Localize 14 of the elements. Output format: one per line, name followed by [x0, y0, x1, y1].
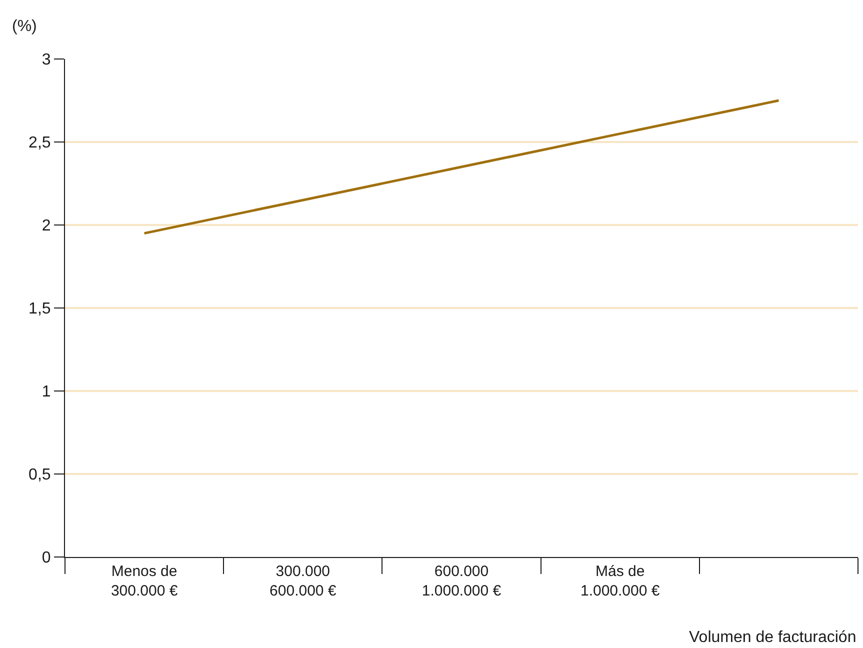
line-series: [143, 99, 780, 235]
x-tick-label: 600.000 1.000.000 €: [422, 563, 502, 600]
x-axis-title: Volumen de facturación: [689, 629, 856, 646]
y-axis-title: (%): [12, 18, 37, 35]
y-tick-label: 2,5: [28, 134, 51, 152]
y-tick-label: 0,5: [28, 466, 51, 484]
y-tick-label: 3: [42, 52, 51, 69]
y-tick-label: 2: [42, 218, 51, 235]
y-tick-label: 1,5: [28, 300, 51, 318]
x-tick-label: Menos de 300.000 €: [110, 563, 178, 600]
y-tick-label: 1: [42, 384, 51, 401]
y-tick-label: 0: [42, 550, 51, 567]
x-tick-label: 300.000 600.000 €: [270, 563, 337, 600]
x-tick-label: Más de 1.000.000 €: [580, 563, 660, 600]
